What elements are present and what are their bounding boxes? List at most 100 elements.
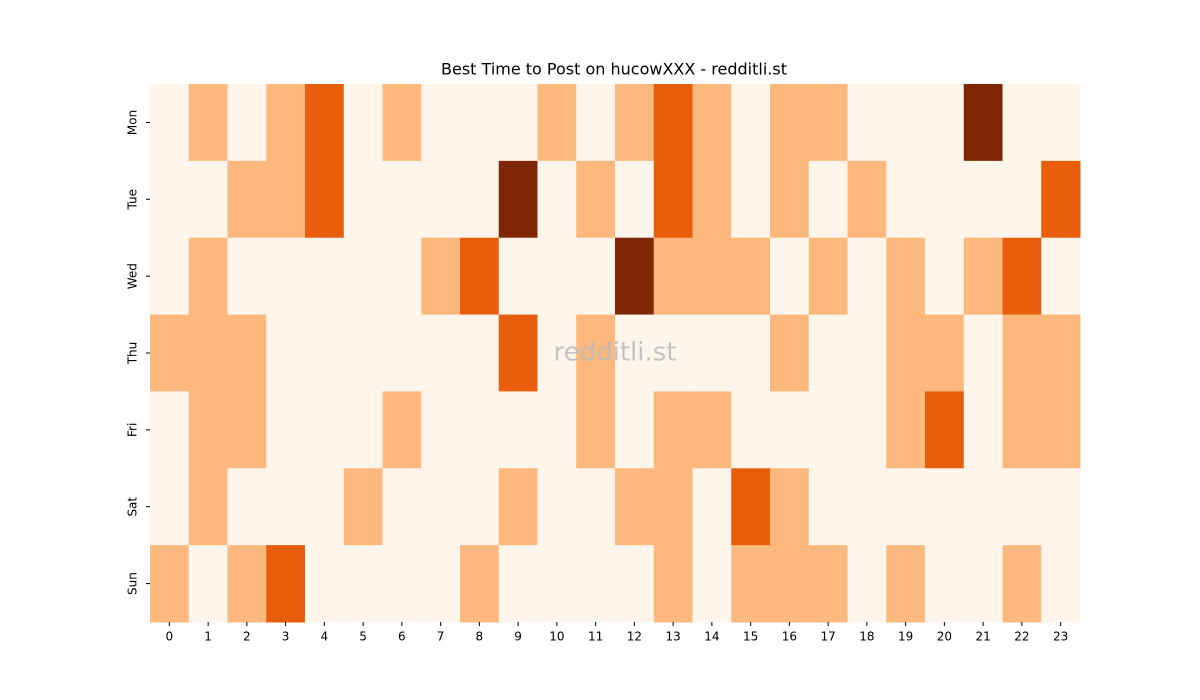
heatmap-cell [925,468,965,546]
heatmap-cell [731,314,771,392]
axes: 0 1 2 3 4 5 6 7 8 9 10 11 12 13 14 15 16 17 18 19 20 21 22 23Mo… [126,110,1069,644]
heatmap-cell [421,314,461,392]
heatmap-cell [847,545,887,623]
x-tick-label: 4 [321,630,329,644]
heatmap-cell [421,84,461,162]
heatmap-cell [305,84,345,162]
heatmap-cell [1041,237,1081,316]
heatmap-cell [150,160,190,239]
heatmap-cell [653,391,693,469]
y-tick-label: Sat [126,497,140,517]
heatmap-cell [615,84,655,162]
heatmap-cell [653,160,693,239]
heatmap-cell [537,314,577,392]
heatmap-cell [692,468,732,546]
x-tick-label: 13 [665,630,680,644]
x-tick-label: 21 [975,630,990,644]
heatmap-cell [305,237,345,316]
heatmap-cell [847,84,887,162]
heatmap-cell [188,391,228,469]
heatmap-cell [847,160,887,239]
heatmap-cell [925,545,965,623]
heatmap-cell [1041,160,1081,239]
heatmap-cell [227,545,267,623]
heatmap-cell [576,160,616,239]
heatmap-cell [808,237,848,316]
heatmap-cell [498,468,538,546]
heatmap-cell [963,468,1003,546]
heatmap-cell [576,545,616,623]
heatmap-cell [925,391,965,469]
heatmap-cell [963,545,1003,623]
heatmap-cell [382,545,422,623]
heatmap-cell [343,545,383,623]
heatmap-cell [1002,160,1042,239]
heatmap-cell [692,237,732,316]
heatmap-cell [847,314,887,392]
y-tick-label: Tue [126,189,140,211]
heatmap-cell [305,314,345,392]
heatmap-cell [382,160,422,239]
x-tick-label: 12 [627,630,642,644]
heatmap-cell [653,237,693,316]
heatmap-cell [227,314,267,392]
heatmap-cell [227,391,267,469]
heatmap-cell [615,468,655,546]
heatmap-cell [188,468,228,546]
heatmap-cell [692,391,732,469]
heatmap-cell [382,391,422,469]
heatmap-cell [537,237,577,316]
heatmap-cell [615,237,655,316]
heatmap-cell [421,545,461,623]
heatmap-cell [886,237,926,316]
heatmap-cell [382,84,422,162]
heatmap-cell [343,314,383,392]
heatmap-cell [808,160,848,239]
heatmap-cell [847,391,887,469]
heatmap-cell [808,545,848,623]
heatmap-cell [460,160,500,239]
x-tick-label: 7 [437,630,445,644]
heatmap-cell [692,84,732,162]
heatmap-cell [421,160,461,239]
heatmap-cell [653,468,693,546]
heatmap-cell [963,160,1003,239]
x-tick-label: 20 [937,630,952,644]
heatmap-cell [382,314,422,392]
heatmap-cell [266,84,306,162]
heatmap-cell [498,160,538,239]
heatmap-cell [731,160,771,239]
heatmap-cell [770,160,810,239]
heatmap-cell [421,237,461,316]
heatmap-cell [615,160,655,239]
heatmap-cell [460,237,500,316]
chart-title: Best Time to Post on hucowXXX - redditli… [441,60,787,79]
x-tick-label: 17 [820,630,835,644]
heatmap-cell [886,545,926,623]
x-tick-label: 14 [704,630,719,644]
heatmap-cell [925,160,965,239]
heatmap-cell [266,468,306,546]
heatmap-cell [343,84,383,162]
heatmap-cell [150,468,190,546]
heatmap-cell [925,237,965,316]
y-tick-label: Sun [126,572,140,595]
heatmap-cell [227,237,267,316]
heatmap-cell [305,160,345,239]
heatmap-cell [305,468,345,546]
heatmap-cell [847,237,887,316]
heatmap-cell [150,391,190,469]
heatmap-cell [731,391,771,469]
heatmap-cell [731,468,771,546]
y-tick-label: Thu [126,342,140,366]
heatmap-cell [382,468,422,546]
heatmap-cell [770,314,810,392]
heatmap-cell [576,314,616,392]
x-tick-label: 6 [398,630,406,644]
heatmap-cell [537,468,577,546]
heatmap-cell [460,391,500,469]
heatmap-cell [925,84,965,162]
heatmap-cell [266,237,306,316]
heatmap-cell [925,314,965,392]
heatmap-cell [731,237,771,316]
